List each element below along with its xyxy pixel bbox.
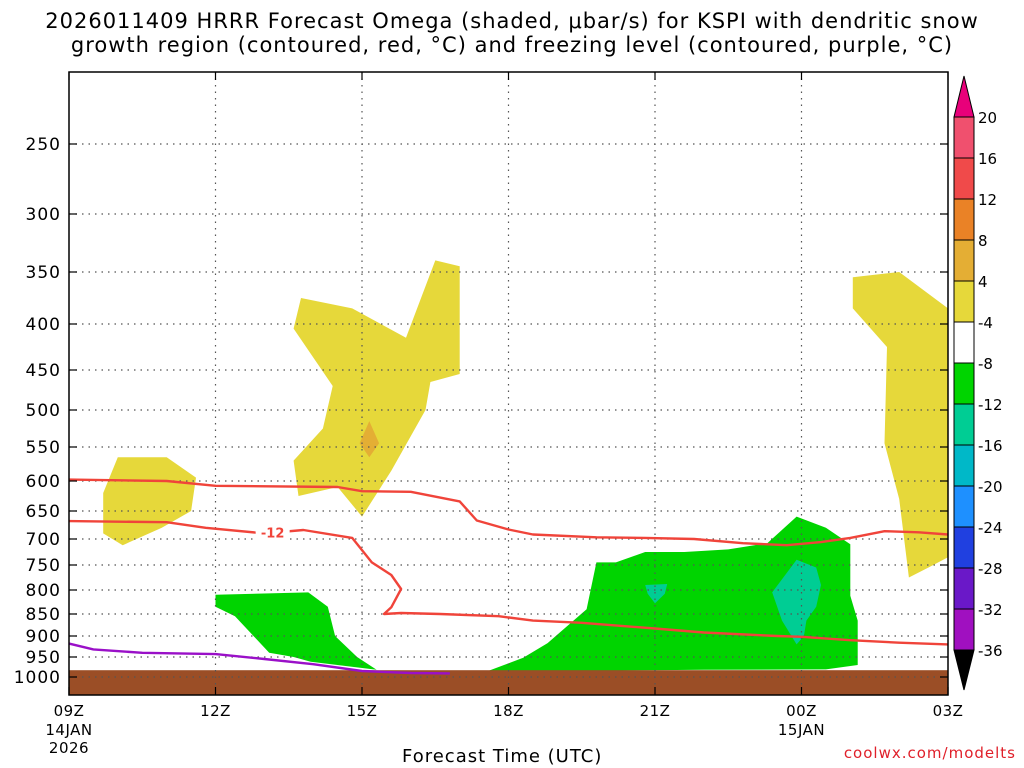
dgz-bottom-contour [68,519,949,646]
chart-title-line-1: 2026011409 HRRR Forecast Omega (shaded, … [45,9,979,33]
colorbar-label--12: -12 [978,396,1003,414]
colorbar-label-20: 20 [978,109,997,127]
y-tick-label-950: 950 [26,648,61,668]
x-tick-label-12Z: 12Z [200,702,231,720]
colorbar-label--4: -4 [978,314,993,332]
colorbar-swatch--4 [953,321,975,364]
colorbar-swatch--20 [953,485,975,528]
y-tick-label-850: 850 [26,605,61,625]
colorbar-swatch--16 [953,444,975,487]
colorbar-swatch-20 [953,116,975,159]
x-tick-date-09Z: 14JAN [45,721,92,739]
colorbar-label--8: -8 [978,355,993,373]
x-tick-label-09Z: 09Z [54,702,85,720]
omega-negative-4-8 [215,592,377,670]
x-tick-label-21Z: 21Z [640,702,671,720]
colorbar-label--16: -16 [978,437,1003,455]
colorbar-swatch--28 [953,567,975,610]
x-tick-label-18Z: 18Z [493,702,524,720]
y-tick-label-1000: 1000 [14,668,61,688]
omega-positive-4-8 [103,457,196,546]
colorbar-label--24: -24 [978,519,1003,537]
x-tick-label-00Z: 00Z [786,702,817,720]
colorbar-swatch--24 [953,526,975,569]
x-axis-title: Forecast Time (UTC) [402,746,603,767]
colorbar-label-4: 4 [978,273,988,291]
colorbar-label--28: -28 [978,560,1003,578]
site-credit: coolwx.com/modelts [843,744,1016,762]
colorbar-swatch-12 [953,198,975,241]
colorbar-label--20: -20 [978,478,1003,496]
y-tick-label-500: 500 [26,401,61,421]
contour-label-box [255,523,290,541]
colorbar-label-8: 8 [978,232,988,250]
x-tick-label-15Z: 15Z [347,702,378,720]
y-tick-label-550: 550 [26,438,61,458]
x-tick-year-09Z: 2026 [49,739,89,757]
omega-positive-8-12 [359,421,380,458]
y-tick-label-650: 650 [26,502,61,522]
colorbar-label--36: -36 [978,642,1003,660]
contour-label: -12 [261,526,285,541]
y-tick-label-300: 300 [26,205,61,225]
y-tick-label-600: 600 [26,472,61,492]
omega-positive-4-8 [852,272,948,578]
y-tick-label-250: 250 [26,135,61,155]
y-tick-label-800: 800 [26,581,61,601]
colorbar-swatch--8 [953,362,975,405]
colorbar-top-arrow [953,75,975,118]
colorbar-label-12: 12 [978,191,997,209]
chart-title-line-2: growth region (contoured, red, °C) and f… [70,33,954,57]
colorbar-swatch--32 [953,608,975,651]
colorbar-swatch-16 [953,157,975,200]
freezing-level-contour [68,642,450,675]
y-tick-label-900: 900 [26,627,61,647]
x-tick-label-03Z: 03Z [933,702,964,720]
y-tick-label-350: 350 [26,263,61,283]
dgz-top-contour [68,478,949,547]
colorbar-bottom-arrow [953,649,975,691]
y-tick-label-700: 700 [26,530,61,550]
omega-negative-4-8 [489,516,858,672]
x-tick-date-00Z: 15JAN [778,721,825,739]
y-tick-label-750: 750 [26,556,61,576]
y-tick-label-400: 400 [26,315,61,335]
omega-negative-8-12 [645,584,668,604]
colorbar-label--32: -32 [978,601,1003,619]
y-tick-label-450: 450 [26,361,61,381]
omega-positive-4-8 [293,260,460,517]
colorbar-swatch--12 [953,403,975,446]
colorbar-label-16: 16 [978,150,997,168]
omega-negative-8-12 [772,559,821,645]
colorbar-swatch-4 [953,280,975,323]
colorbar-swatch-8 [953,239,975,282]
